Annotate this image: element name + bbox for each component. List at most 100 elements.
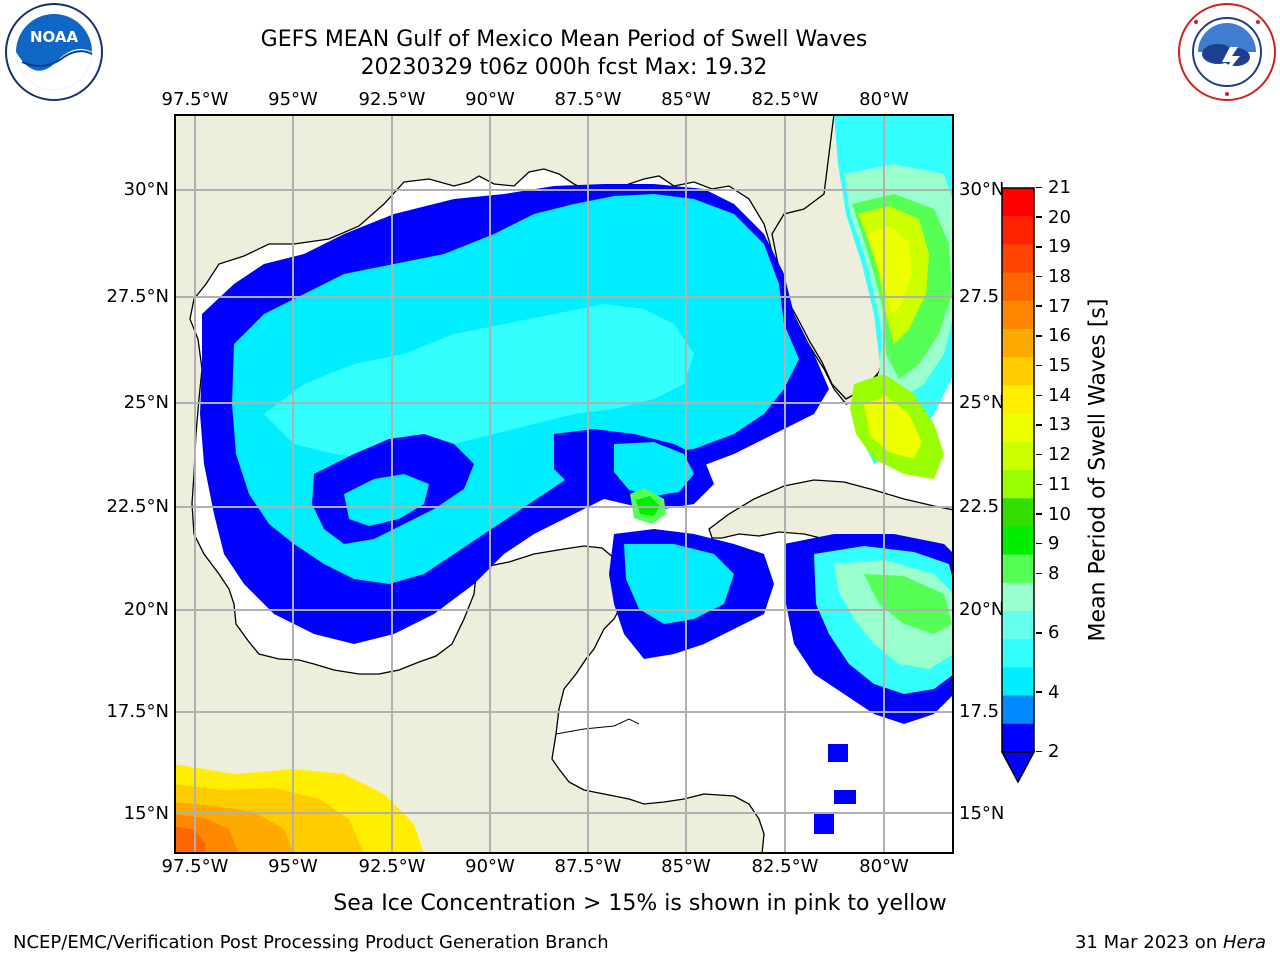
colorbar-tick-label: 2 bbox=[1036, 741, 1059, 762]
map-svg bbox=[174, 114, 954, 854]
colorbar-tick-label: 13 bbox=[1036, 414, 1071, 435]
map-title: GEFS MEAN Gulf of Mexico Mean Period of … bbox=[260, 27, 868, 52]
colorbar-tick-mark bbox=[1036, 542, 1042, 545]
map-frame bbox=[174, 114, 954, 854]
colorbar-segment bbox=[1002, 554, 1034, 584]
lon-label-bottom-3: 90°W bbox=[465, 856, 515, 877]
colorbar-tick-mark bbox=[1036, 691, 1042, 693]
colorbar-tick-text: 12 bbox=[1048, 444, 1071, 466]
colorbar-tick-label: 21 bbox=[1036, 177, 1071, 198]
footer-credit: NCEP/EMC/Verification Post Processing Pr… bbox=[13, 932, 609, 953]
lat-label-right-1: 27.5 bbox=[959, 286, 1000, 307]
lon-label-top-3: 90°W bbox=[465, 89, 515, 110]
colorbar-segment bbox=[1002, 498, 1034, 527]
colorbar-tick-mark bbox=[1036, 632, 1042, 634]
lat-label-left-2: 25°N bbox=[123, 392, 169, 413]
colorbar-frame bbox=[1001, 187, 1035, 753]
colorbar-tick-text: 15 bbox=[1048, 355, 1071, 377]
colorbar-segment bbox=[1002, 244, 1034, 274]
lon-label-bottom-5: 85°W bbox=[661, 856, 711, 877]
colorbar-tick-label: 17 bbox=[1036, 296, 1071, 317]
colorbar-tick-text: 18 bbox=[1048, 266, 1071, 288]
lon-label-bottom-0: 97.5°W bbox=[161, 856, 229, 877]
colorbar-segment bbox=[1002, 216, 1034, 245]
lat-label-left-1: 27.5°N bbox=[106, 286, 169, 307]
colorbar-segment bbox=[1002, 357, 1034, 386]
colorbar-tick-mark bbox=[1036, 335, 1042, 337]
colorbar-segment bbox=[1002, 611, 1034, 640]
colorbar-tick-label: 12 bbox=[1036, 444, 1071, 465]
lat-label-left-5: 17.5°N bbox=[106, 701, 169, 722]
colorbar-tick-text: 16 bbox=[1048, 325, 1071, 347]
colorbar-segment bbox=[1002, 385, 1034, 415]
colorbar-tick-text: 11 bbox=[1048, 473, 1071, 495]
colorbar-tick-mark bbox=[1036, 572, 1042, 575]
lat-label-left-4: 20°N bbox=[123, 599, 169, 620]
colorbar-tick-text: 9 bbox=[1048, 533, 1060, 555]
colorbar-tick-text: 6 bbox=[1048, 622, 1060, 644]
colorbar-segment bbox=[1002, 639, 1034, 668]
lat-label-left-0: 30°N bbox=[123, 179, 169, 200]
colorbar-tick-mark bbox=[1036, 275, 1042, 278]
colorbar-tick-label: 9 bbox=[1036, 533, 1059, 554]
colorbar-tick-text: 13 bbox=[1048, 414, 1071, 436]
colorbar-tick-label: 16 bbox=[1036, 325, 1071, 346]
colorbar-segment bbox=[1002, 582, 1034, 612]
noaa-logo: NOAA bbox=[4, 2, 104, 102]
lon-label-top-7: 80°W bbox=[859, 89, 909, 110]
colorbar-segment bbox=[1002, 470, 1034, 499]
lat-label-right-0: 30°N bbox=[959, 179, 1005, 200]
lon-label-top-0: 97.5°W bbox=[161, 89, 229, 110]
swell-field bbox=[174, 114, 954, 854]
colorbar-ticks: 21 20 19 18 17 16 15 14 13 12 11 10 9 8 6 4 2 bbox=[1036, 177, 1086, 762]
colorbar-tick-label: 8 bbox=[1036, 563, 1059, 584]
colorbar-tick-mark bbox=[1036, 750, 1042, 753]
lon-label-bottom-2: 92.5°W bbox=[358, 856, 426, 877]
colorbar-tick-mark bbox=[1036, 246, 1042, 248]
lat-label-right-2: 25°N bbox=[959, 392, 1005, 413]
lon-label-bottom-1: 95°W bbox=[268, 856, 318, 877]
lon-label-bottom-7: 80°W bbox=[859, 856, 909, 877]
colorbar-tick-label: 11 bbox=[1036, 474, 1071, 495]
graticule bbox=[174, 114, 954, 854]
colorbar-extend-arrow bbox=[1000, 751, 1036, 784]
colorbar-tick-text: 20 bbox=[1048, 206, 1071, 228]
lon-label-top-1: 95°W bbox=[268, 89, 318, 110]
lon-label-top-6: 82.5°W bbox=[751, 89, 819, 110]
colorbar-label: Mean Period of Swell Waves [s] bbox=[1085, 298, 1111, 642]
colorbar-segment bbox=[1002, 723, 1034, 753]
colorbar-segment bbox=[1002, 188, 1034, 217]
colorbar-tick-text: 21 bbox=[1048, 177, 1071, 198]
colorbar-tick-label: 18 bbox=[1036, 266, 1071, 287]
noaa-logo-icon: NOAA bbox=[5, 3, 103, 101]
colorbar-segment bbox=[1002, 272, 1034, 302]
colorbar-tick-mark bbox=[1036, 424, 1042, 426]
lat-label-right-6: 15°N bbox=[959, 803, 1005, 824]
colorbar-tick-mark bbox=[1036, 513, 1042, 515]
colorbar-segment bbox=[1002, 300, 1034, 330]
colorbar bbox=[1000, 186, 1036, 786]
lat-label-left-6: 15°N bbox=[123, 803, 169, 824]
colorbar-segment bbox=[1002, 329, 1034, 358]
lon-label-top-4: 87.5°W bbox=[554, 89, 622, 110]
colorbar-tick-mark bbox=[1036, 394, 1042, 397]
colorbar-segment bbox=[1002, 667, 1034, 697]
colorbar-tick-label: 14 bbox=[1036, 385, 1071, 406]
colorbar-tick-text: 10 bbox=[1048, 503, 1071, 525]
map-subtitle: 20230329 t06z 000h fcst Max: 19.32 bbox=[360, 55, 768, 80]
lon-label-top-2: 92.5°W bbox=[358, 89, 426, 110]
colorbar-segment bbox=[1002, 413, 1034, 443]
nws-logo bbox=[1176, 2, 1278, 102]
footer-date: 31 Mar 2023 on Hera bbox=[1075, 932, 1266, 953]
colorbar-tick-mark bbox=[1036, 483, 1042, 486]
colorbar-tick-mark bbox=[1036, 364, 1042, 367]
colorbar-segment bbox=[1002, 526, 1034, 556]
map-panel bbox=[174, 114, 954, 854]
lon-label-bottom-6: 82.5°W bbox=[751, 856, 819, 877]
colorbar-tick-label: 20 bbox=[1036, 207, 1071, 228]
colorbar-segment bbox=[1002, 441, 1034, 471]
sea-ice-caption: Sea Ice Concentration > 15% is shown in … bbox=[333, 891, 947, 916]
nws-logo-icon bbox=[1178, 3, 1276, 101]
colorbar-tick-text: 2 bbox=[1048, 741, 1060, 762]
colorbar-tick-mark bbox=[1036, 216, 1042, 218]
